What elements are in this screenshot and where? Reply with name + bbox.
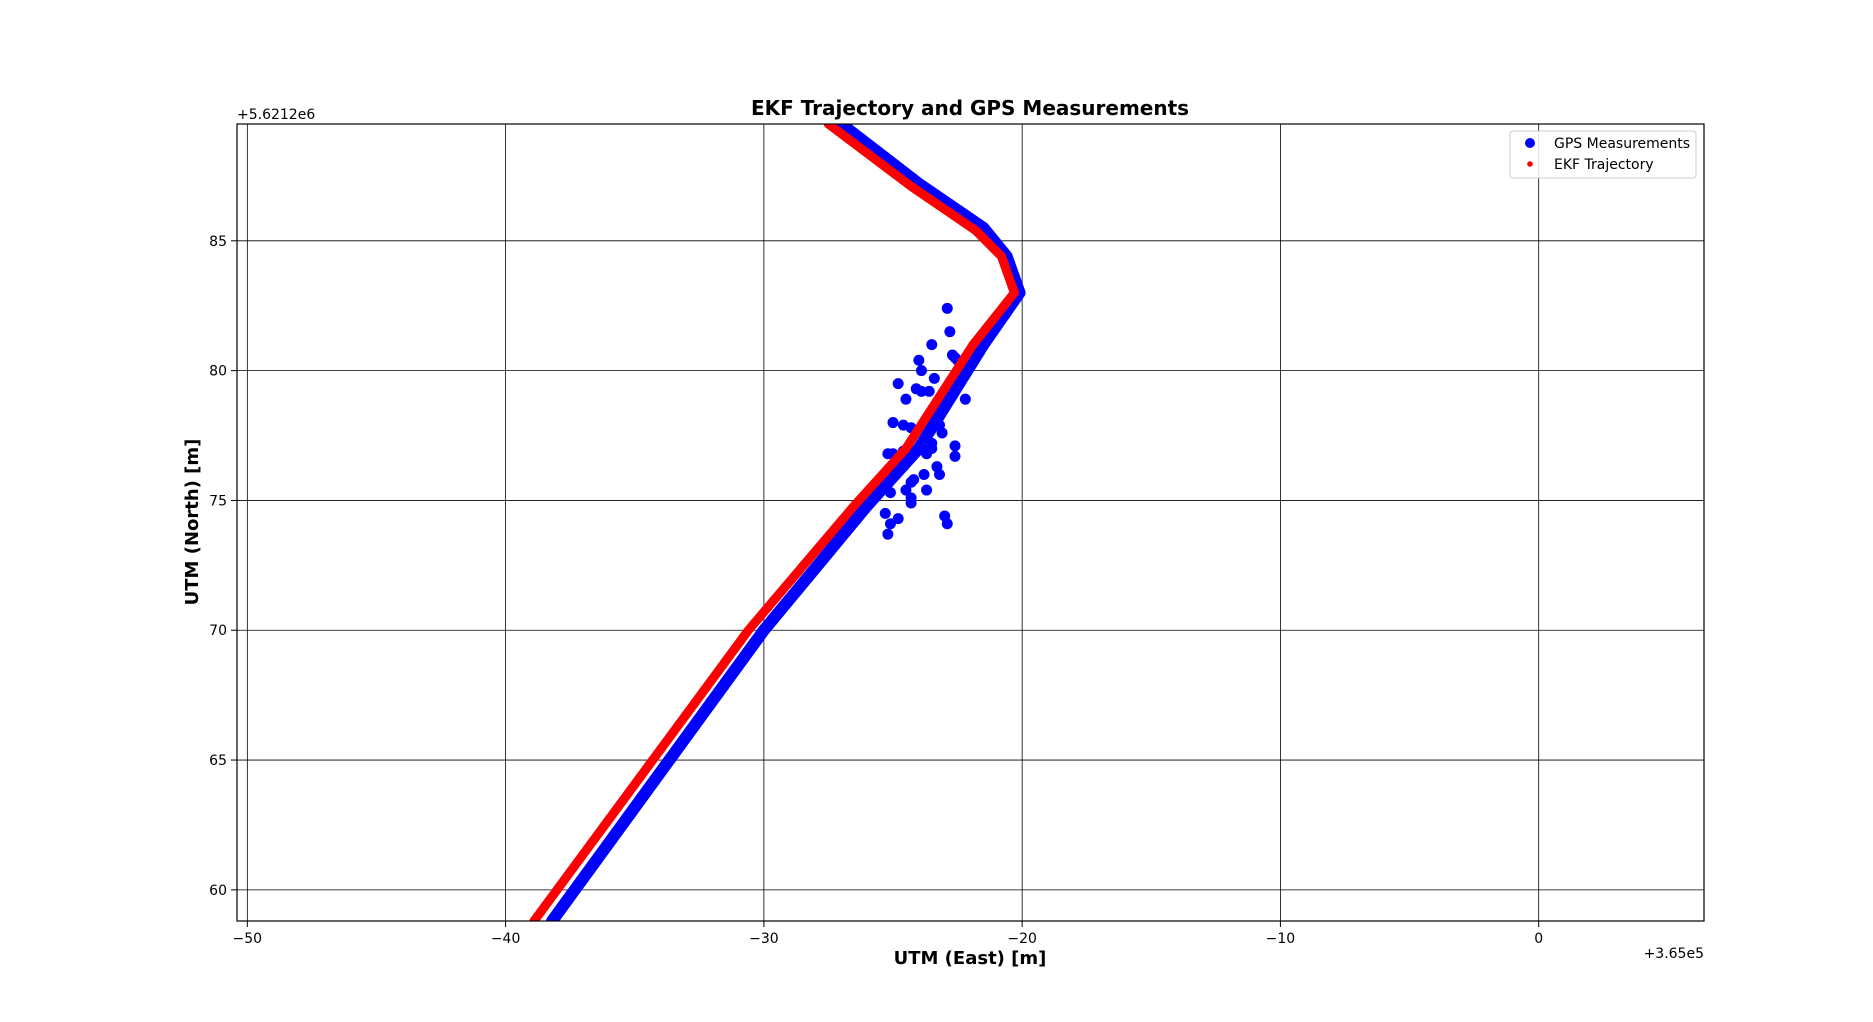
y-tick-label: 85 [209,234,227,250]
gps-point [918,468,930,480]
legend-label-gps: GPS Measurements [1554,136,1690,152]
gps-point [884,518,896,530]
gps-point [934,468,946,480]
gps-point [941,518,953,530]
gps-point [915,385,927,397]
legend-marker-ekf [1527,161,1533,167]
gps-point [905,497,917,509]
gps-point [879,507,891,519]
ekf-point [823,124,834,129]
gps-point [905,476,917,488]
y-axis-label: UTM (North) [m] [182,439,203,606]
x-tick-label: −30 [749,931,779,947]
x-tick-label: −20 [1007,931,1037,947]
gps-point [913,354,925,366]
gps-point [959,393,971,405]
gps-point [941,302,953,314]
x-tick-label: −40 [491,931,521,947]
y-tick-label: 60 [209,883,227,899]
gps-point [923,385,935,397]
gps-point [944,326,956,338]
gps-point [900,393,912,405]
x-offset-label: +3.65e5 [1644,946,1704,962]
legend-marker-gps [1525,138,1535,148]
gps-point [936,427,948,439]
x-tick-label: −50 [233,931,263,947]
gps-point [954,375,966,387]
x-axis-label: UTM (East) [m] [894,948,1047,969]
gps-point [882,528,894,540]
gps-point [884,487,896,499]
gps-point [887,417,899,429]
legend-box [1509,130,1697,179]
chart-title: EKF Trajectory and GPS Measurements [751,96,1189,120]
x-tick-label: 0 [1534,931,1543,947]
x-tick-label: −10 [1266,931,1296,947]
plot-marks [529,124,1026,921]
plot-frame [236,123,1705,922]
gps-point [892,513,904,525]
axis-ticks: −50 −40 −30 −20 −10 0 60 65 70 75 80 85 [209,234,1543,947]
legend: GPS Measurements EKF Trajectory [1509,130,1697,179]
y-offset-label: +5.6212e6 [237,107,315,123]
y-tick-label: 70 [209,623,227,639]
gps-point [928,372,940,384]
gps-point [926,339,938,351]
gps-point [921,448,933,460]
gps-point [915,365,927,377]
gps-point [900,484,912,496]
gps-point [890,468,902,480]
legend-label-ekf: EKF Trajectory [1554,157,1654,173]
gps-point [949,450,961,462]
y-tick-label: 75 [209,493,227,509]
y-tick-label: 80 [209,364,227,380]
gridlines [237,124,1704,921]
gps-point [892,378,904,390]
y-tick-label: 65 [209,753,227,769]
gps-point [949,440,961,452]
gps-point [921,484,933,496]
